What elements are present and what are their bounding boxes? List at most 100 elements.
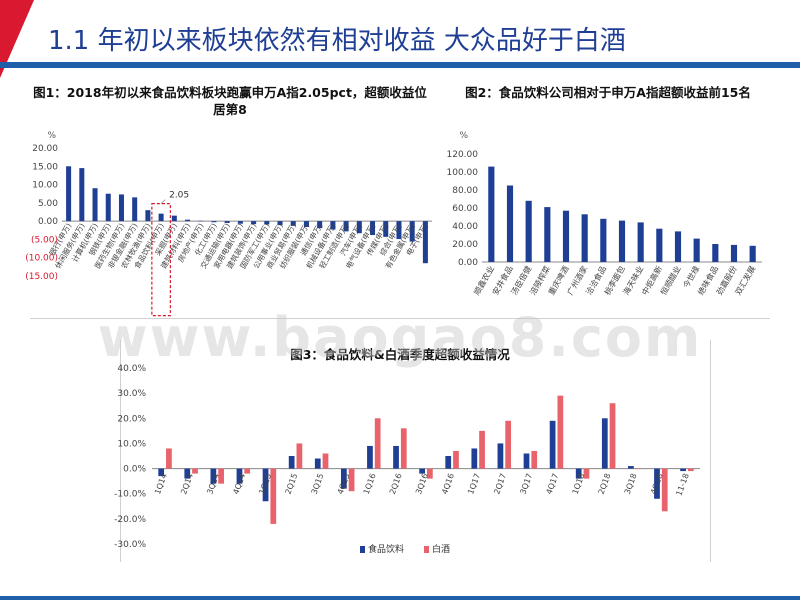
fig3-bar	[340, 468, 347, 489]
fig2-bar	[581, 214, 588, 262]
fig1-bar	[118, 194, 124, 222]
fig3-bar	[575, 468, 582, 479]
fig3-title: 图3：食品饮料&白酒季度超额收益情况	[290, 347, 510, 362]
fig3-category-label: 4Q17	[545, 472, 561, 495]
fig2-bar	[730, 244, 738, 262]
fig3-left-border	[120, 340, 121, 562]
fig1-bar	[171, 215, 177, 222]
fig3-bar	[210, 468, 217, 484]
fig1-bar	[224, 221, 230, 223]
fig3-ytick-label: 30.0%	[117, 389, 146, 399]
fig2-bar	[544, 207, 551, 262]
fig3-bar	[557, 395, 564, 469]
fig1-bar	[264, 221, 270, 225]
fig3-category-label: 4Q16	[440, 472, 456, 495]
fig3-bar	[348, 468, 355, 492]
fig3-bar	[628, 466, 634, 469]
fig3-category-label: 4Q14	[231, 472, 247, 495]
fig2-bar	[674, 231, 682, 262]
fig3-bar	[288, 456, 295, 469]
fig1-ytick-label: 0.00	[38, 217, 58, 227]
fig1-bar	[66, 166, 72, 222]
fig3-bar	[471, 448, 478, 469]
fig3-bar	[680, 468, 686, 472]
fig1-bar	[343, 221, 349, 232]
fig3-bar	[687, 468, 694, 472]
fig1-bar	[317, 221, 323, 229]
fig3-bar	[523, 453, 530, 469]
section-divider	[30, 318, 770, 319]
fig3-ytick-label: 40.0%	[117, 364, 146, 374]
fig1-bar	[79, 168, 85, 222]
fig2-bar	[693, 238, 700, 262]
fig1-bar	[185, 219, 191, 222]
slide-title: 1.1 年初以来板块依然有相对收益 大众品好于白酒	[48, 26, 626, 56]
fig3-bar	[635, 468, 642, 470]
fig3-category-label: 2Q15	[284, 472, 300, 495]
fig1-ytick-label: (5.00)	[31, 235, 58, 245]
fig3-ytick-label: -30.0%	[114, 540, 146, 550]
fig1-annotation-leader	[160, 199, 166, 204]
fig3-ytick-label: 10.0%	[117, 439, 146, 449]
fig2-bar	[506, 185, 514, 262]
fig3-ytick-label: 0.0%	[123, 465, 146, 475]
fig2-ytick-label: 20.00	[452, 240, 478, 250]
fig3-bar	[270, 468, 277, 524]
fig1-ytick-label: (15.00)	[25, 272, 58, 282]
fig1-ytick-label: 5.00	[38, 199, 58, 209]
fig2-ytick-label: 100.00	[447, 168, 479, 178]
fig2-ytick-label: 120.00	[447, 150, 479, 160]
fig3-bar	[367, 445, 373, 469]
fig2-bar	[488, 166, 495, 262]
fig2-bar	[656, 228, 663, 262]
fig3-bar	[419, 468, 425, 474]
fig3-category-label: 1Q18	[571, 472, 587, 495]
fig3-bar	[158, 468, 165, 477]
fig3-ytick-label: -10.0%	[114, 490, 146, 500]
fig1-bar	[290, 221, 296, 226]
fig1-ytick-label: 10.00	[32, 181, 58, 191]
fig1-bar	[237, 221, 243, 224]
fig1-highlight-box	[151, 203, 171, 317]
fig3-bar	[601, 418, 608, 469]
fig3-bar	[262, 468, 269, 502]
fig3-bar	[549, 420, 556, 469]
fig3-bar	[400, 428, 407, 469]
watermark: www.baogao8.com	[97, 306, 703, 369]
fig3-bar	[445, 456, 452, 469]
fig3-bar	[393, 445, 399, 469]
fig3-ytick-label: -20.0%	[114, 515, 146, 525]
fig2-ytick-label: 80.00	[452, 186, 478, 196]
bottom-bar	[0, 596, 800, 600]
fig1-bar	[396, 221, 402, 240]
fig3-category-label: 2Q14	[179, 472, 195, 495]
fig1-ylabel: %	[47, 131, 56, 141]
fig2-category-label: 今世缘	[681, 264, 702, 290]
fig2-ytick-label: 0.00	[458, 258, 478, 268]
fig3-category-label: 3Q17	[518, 472, 534, 495]
fig2-ytick-label: 40.00	[452, 222, 478, 232]
fig3-bar	[218, 468, 224, 484]
fig3-legend-label: 食品饮料	[368, 543, 404, 555]
fig1-bar	[132, 197, 138, 222]
fig2-bar	[618, 220, 626, 262]
fig3-bar	[505, 420, 512, 469]
fig1-bar	[409, 221, 415, 242]
fig1-bar	[370, 221, 376, 236]
fig1-bar	[422, 221, 428, 264]
fig3-bar	[583, 468, 590, 479]
fig3-bar	[609, 403, 616, 469]
fig1-bar	[251, 221, 257, 225]
fig3-bar	[322, 453, 329, 469]
fig3-bar	[192, 468, 198, 474]
fig2-ylabel: %	[459, 131, 468, 141]
fig1-bar	[330, 221, 336, 230]
fig3-legend-label: 白酒	[432, 543, 450, 555]
fig1-ytick-label: 15.00	[32, 162, 58, 172]
fig1-ytick-label: 20.00	[32, 144, 58, 154]
fig2-title: 图2：食品饮料公司相对于申万A指超额收益前15名	[465, 85, 751, 100]
fig2-bar	[637, 222, 644, 262]
fig1-bar	[92, 188, 98, 222]
fig3-right-border	[710, 340, 711, 562]
fig3-ytick-label: 20.0%	[117, 414, 146, 424]
